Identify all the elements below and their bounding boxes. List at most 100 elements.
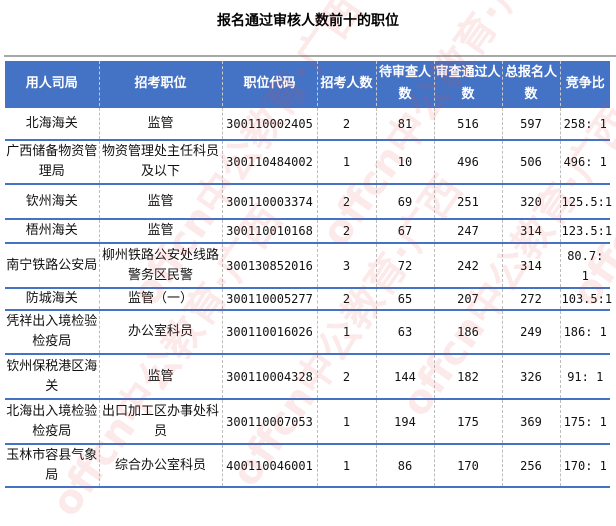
table-row: 广西储备物资管理局 物资管理处主任科员及以下 300110484002 1 10 496 5…	[5, 140, 610, 185]
cell-position: 监管（一）	[98, 288, 222, 311]
cell-position-code: 300110010168	[221, 219, 317, 244]
table-row: 凭祥出入境检验检疫局 办公室科员 300110016026 1 63 186 249 186:…	[5, 310, 610, 355]
cell-pending-count: 67	[375, 219, 434, 244]
cell-position-code: 300110016026	[221, 310, 317, 355]
cell-position-code: 300130852016	[221, 243, 317, 289]
cell-competition-ratio: 103.5:1	[559, 288, 612, 311]
cell-total-applicants: 369	[501, 399, 560, 445]
cell-competition-ratio: 80.7: 1	[559, 243, 610, 289]
cell-approved-count: 175	[433, 399, 502, 445]
cell-pending-count: 10	[375, 140, 434, 185]
cell-recruit-count: 2	[316, 288, 376, 311]
table-row: 南宁铁路公安局 柳州铁路公安处线路警务区民警 300130852016 3 72 242 3…	[5, 243, 610, 289]
cell-competition-ratio: 175: 1	[559, 399, 610, 445]
cell-recruit-count: 2	[316, 106, 376, 141]
table-row: 玉林市容县气象局 综合办公室科员 400110046001 1 86 170 256 170:…	[5, 444, 610, 488]
cell-total-applicants: 256	[501, 444, 560, 488]
cell-position-code: 300110007053	[221, 399, 317, 445]
cell-approved-count: 251	[433, 184, 502, 220]
cell-total-applicants: 272	[501, 288, 560, 311]
table-title: 报名通过审核人数前十的职位	[217, 13, 399, 29]
cell-pending-count: 63	[375, 310, 434, 355]
cell-competition-ratio: 186: 1	[559, 310, 610, 355]
cell-total-applicants: 597	[501, 106, 560, 141]
cell-position: 监管	[98, 106, 222, 141]
cell-approved-count: 182	[433, 354, 502, 400]
cell-competition-ratio: 91: 1	[559, 354, 610, 400]
table-row: 钦州保税港区海关 监管 300110004328 2 144 182 326 91: 1	[5, 354, 610, 400]
cell-total-applicants: 314	[501, 243, 560, 289]
cell-approved-count: 496	[433, 140, 502, 185]
cell-approved-count: 242	[433, 243, 502, 289]
cell-pending-count: 194	[375, 399, 434, 445]
cell-total-applicants: 314	[501, 219, 560, 244]
cell-approved-count: 170	[433, 444, 502, 488]
cell-position: 监管	[98, 184, 222, 220]
cell-recruit-count: 1	[316, 444, 376, 488]
cell-department: 北海海关	[5, 106, 99, 141]
header-position-code: 职位代码	[221, 61, 317, 107]
cell-position-code: 300110002405	[221, 106, 317, 141]
cell-position-code: 300110005277	[221, 288, 317, 311]
cell-recruit-count: 3	[316, 243, 376, 289]
cell-competition-ratio: 496: 1	[559, 140, 610, 185]
header-position: 招考职位	[98, 61, 222, 107]
cell-pending-count: 144	[375, 354, 434, 400]
header-approved-count: 审查通过人数	[433, 61, 502, 107]
cell-competition-ratio: 170: 1	[559, 444, 610, 488]
cell-position: 办公室科员	[98, 310, 222, 355]
cell-total-applicants: 506	[501, 140, 560, 185]
cell-department: 钦州保税港区海关	[5, 354, 99, 400]
cell-total-applicants: 326	[501, 354, 560, 400]
header-pending-count: 待审查人数	[375, 61, 434, 107]
cell-pending-count: 69	[375, 184, 434, 220]
table-row: 梧州海关 监管 300110010168 2 67 247 314 123.5:1	[5, 219, 612, 244]
cell-competition-ratio: 258: 1	[559, 106, 610, 141]
cell-competition-ratio: 125.5:1	[559, 184, 612, 220]
table-row: 北海海关 监管 300110002405 2 81 516 597 258: 1	[5, 106, 610, 141]
cell-recruit-count: 2	[316, 184, 376, 220]
header-competition-ratio: 竞争比	[559, 61, 610, 107]
cell-department: 玉林市容县气象局	[5, 444, 99, 488]
cell-position-code: 400110046001	[221, 444, 317, 488]
header-recruit-count: 招考人数	[316, 61, 376, 107]
cell-total-applicants: 249	[501, 310, 560, 355]
cell-recruit-count: 2	[316, 354, 376, 400]
cell-competition-ratio: 123.5:1	[559, 219, 612, 244]
cell-approved-count: 247	[433, 219, 502, 244]
table-row: 北海出入境检验检疫局 出口加工区办事处科员 300110007053 1 194 175 3…	[5, 399, 610, 445]
cell-approved-count: 207	[433, 288, 502, 311]
cell-position: 柳州铁路公安处线路警务区民警	[98, 243, 222, 289]
header-department: 用人司局	[5, 61, 99, 107]
cell-department: 钦州海关	[5, 184, 99, 220]
cell-recruit-count: 1	[316, 399, 376, 445]
cell-position-code: 300110484002	[221, 140, 317, 185]
table-row: 钦州海关 监管 300110003374 2 69 251 320 125.5:1	[5, 184, 612, 220]
cell-department: 梧州海关	[5, 219, 99, 244]
divider	[4, 55, 616, 57]
cell-department: 防城海关	[5, 288, 99, 311]
cell-position: 监管	[98, 219, 222, 244]
header-total-applicants: 总报名人数	[501, 61, 560, 107]
cell-position: 物资管理处主任科员及以下	[98, 140, 222, 185]
cell-approved-count: 516	[433, 106, 502, 141]
positions-table: 用人司局 招考职位 职位代码 招考人数 待审查人数 审查通过人数 总报名人数 竞争比 北海海关…	[5, 61, 612, 488]
cell-department: 广西储备物资管理局	[5, 140, 99, 185]
cell-pending-count: 86	[375, 444, 434, 488]
header-row: 用人司局 招考职位 职位代码 招考人数 待审查人数 审查通过人数 总报名人数 竞争比	[5, 61, 610, 107]
cell-position: 出口加工区办事处科员	[98, 399, 222, 445]
cell-approved-count: 186	[433, 310, 502, 355]
cell-department: 南宁铁路公安局	[5, 243, 99, 289]
cell-department: 凭祥出入境检验检疫局	[5, 310, 99, 355]
cell-pending-count: 81	[375, 106, 434, 141]
cell-recruit-count: 2	[316, 219, 376, 244]
cell-position-code: 300110003374	[221, 184, 317, 220]
cell-position-code: 300110004328	[221, 354, 317, 400]
table-row: 防城海关 监管（一） 300110005277 2 65 207 272 103.5:1	[5, 288, 612, 311]
cell-recruit-count: 1	[316, 140, 376, 185]
cell-position: 综合办公室科员	[98, 444, 222, 488]
cell-pending-count: 72	[375, 243, 434, 289]
cell-recruit-count: 1	[316, 310, 376, 355]
cell-position: 监管	[98, 354, 222, 400]
cell-total-applicants: 320	[501, 184, 560, 220]
